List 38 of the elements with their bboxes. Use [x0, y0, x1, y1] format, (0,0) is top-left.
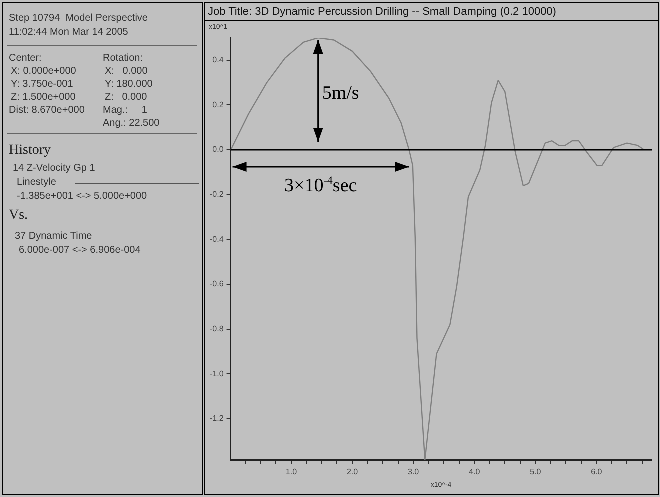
y-tick-label: -0.6 [210, 280, 224, 289]
y-tick-label: -1.2 [210, 414, 224, 424]
text: Vs. [9, 208, 28, 224]
text: -1.385e+001 <-> 5.000e+000 [17, 191, 148, 202]
x-tick-label: 2.0 [346, 467, 359, 476]
y-tick-label: -0.8 [210, 324, 224, 334]
y-tick-label: 0.2 [212, 100, 224, 110]
annotation: 3×10$^{-4}$sec [284, 175, 358, 198]
text: Dist: 8.670e+000 [9, 105, 85, 116]
text: 14 Z-Velocity Gp 1 [13, 163, 96, 174]
text: Linestyle [17, 177, 56, 188]
x-tick-label: 4.0 [469, 467, 481, 476]
y-tick-label: -0.4 [210, 234, 224, 244]
text: Z: 1.500e+000 [11, 92, 76, 103]
x-tick-label: 1.0 [286, 467, 298, 476]
x-tick-label: 3.0 [408, 467, 420, 476]
text: 37 Dynamic Time [15, 231, 92, 242]
y-tick-label: 0.0 [212, 145, 224, 154]
text: 6.000e-007 <-> 6.906e-004 [19, 245, 141, 256]
text: Ang.: 22.500 [103, 118, 160, 129]
y-tick-label: 0.4 [212, 56, 224, 65]
text: Rotation: [103, 53, 144, 64]
text: History [9, 143, 51, 159]
text: Mag.: 1 [103, 105, 148, 116]
text: Y: 3.750e-001 [11, 79, 74, 90]
x-tick-label: 5.0 [530, 467, 542, 476]
chart-title: Job Title: 3D Dynamic Percussion Drilling -- Small Damping (0.2 10000) [205, 3, 658, 21]
text: 11:02:44 Mon Mar 14 2005 [9, 27, 128, 38]
text: Z: 0.000 [105, 92, 148, 103]
text: X: 0.000e+000 [11, 66, 76, 77]
text: Y: 180.000 [105, 79, 153, 90]
x-tick-label: 6.0 [591, 467, 603, 476]
text: Center: [9, 53, 42, 64]
text: Step 10794 Model Perspective [9, 13, 148, 24]
annotation: 5m/s [322, 83, 360, 106]
text: X: 0.000 [105, 66, 148, 77]
y-tick-label: -0.2 [210, 190, 224, 200]
y-tick-label: -1.0 [210, 369, 224, 378]
